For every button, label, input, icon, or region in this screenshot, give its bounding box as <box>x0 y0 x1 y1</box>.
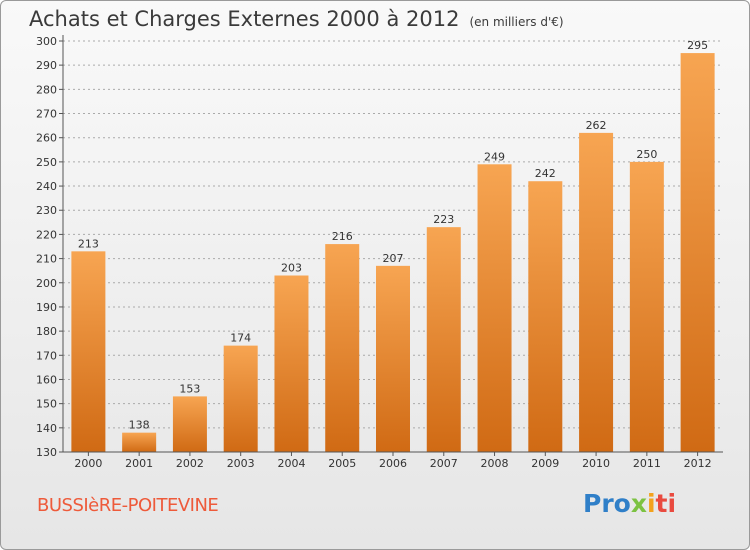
y-tick-label: 130 <box>36 446 57 459</box>
bar-2006 <box>376 265 410 452</box>
commune-name: BUSSIèRE-POITEVINE <box>37 495 219 516</box>
y-tick-label: 190 <box>36 301 57 314</box>
chart-title: Achats et Charges Externes 2000 à 2012 (e… <box>29 7 564 31</box>
y-tick-label: 270 <box>36 108 57 121</box>
bar-value-label: 249 <box>484 150 505 163</box>
x-tick-label: 2010 <box>582 457 610 470</box>
bar-value-label: 216 <box>332 230 353 243</box>
bar-2009 <box>528 181 563 453</box>
bar-value-label: 174 <box>230 332 251 345</box>
bar-value-label: 242 <box>535 167 556 180</box>
y-tick-label: 170 <box>36 349 57 362</box>
y-tick-label: 210 <box>36 253 57 266</box>
bar-2012 <box>680 53 715 453</box>
bar-2010 <box>579 132 614 452</box>
x-tick-label: 2004 <box>277 457 305 470</box>
x-tick-label: 2011 <box>633 457 661 470</box>
y-tick-label: 180 <box>36 325 57 338</box>
bar-2005 <box>325 244 360 452</box>
x-tick-label: 2012 <box>684 457 712 470</box>
title-text: Achats et Charges Externes 2000 à 2012 <box>29 7 460 31</box>
bar-value-label: 250 <box>636 148 657 161</box>
y-tick-label: 140 <box>36 422 57 435</box>
y-tick-label: 200 <box>36 277 57 290</box>
y-tick-label: 230 <box>36 204 57 217</box>
proxiti-logo: Proxiti <box>583 489 677 518</box>
bars <box>71 53 715 453</box>
x-tick-label: 2008 <box>481 457 509 470</box>
x-tick-label: 2005 <box>328 457 356 470</box>
bar-2004 <box>274 275 309 452</box>
x-tick-label: 2007 <box>430 457 458 470</box>
y-tick-label: 220 <box>36 228 57 241</box>
axes: 1301401501601701801902002102202302402502… <box>36 35 723 470</box>
x-tick-label: 2000 <box>74 457 102 470</box>
y-tick-label: 250 <box>36 156 57 169</box>
y-tick-label: 240 <box>36 180 57 193</box>
bar-value-label: 153 <box>179 382 200 395</box>
data-labels: 213 138 153 174 203 216 207 223 249 242 262 250 295 <box>78 39 708 432</box>
bar-value-label: 213 <box>78 237 99 250</box>
bar-value-label: 223 <box>433 213 454 226</box>
y-tick-label: 280 <box>36 83 57 96</box>
y-tick-label: 300 <box>36 35 57 48</box>
x-tick-label: 2001 <box>125 457 153 470</box>
unit-label: (en milliers d'€) <box>469 15 564 29</box>
x-tick-label: 2002 <box>176 457 204 470</box>
bar-value-label: 295 <box>687 39 708 52</box>
x-tick-label: 2009 <box>531 457 559 470</box>
bar-2007 <box>426 227 461 452</box>
bar-2011 <box>629 161 664 452</box>
bar-2008 <box>477 164 512 453</box>
bar-2001 <box>122 432 157 452</box>
bar-value-label: 262 <box>586 119 607 132</box>
bar-2003 <box>223 345 258 452</box>
x-tick-label: 2003 <box>227 457 255 470</box>
bar-value-label: 207 <box>383 252 404 265</box>
x-tick-label: 2006 <box>379 457 407 470</box>
bar-2002 <box>172 396 207 452</box>
bar-value-label: 203 <box>281 262 302 275</box>
y-tick-label: 260 <box>36 132 57 145</box>
y-tick-label: 290 <box>36 59 57 72</box>
bar-2000 <box>71 251 106 452</box>
y-tick-label: 160 <box>36 373 57 386</box>
bar-value-label: 138 <box>129 419 150 432</box>
y-tick-label: 150 <box>36 398 57 411</box>
